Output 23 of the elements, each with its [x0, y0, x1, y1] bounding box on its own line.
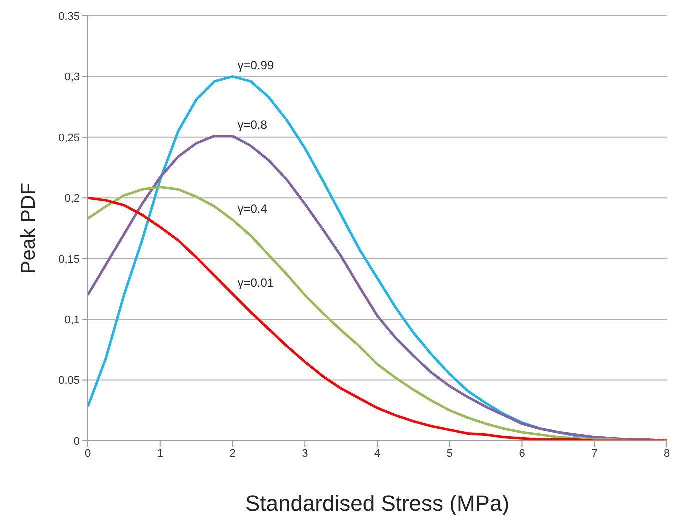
- x-tick-label: 3: [302, 448, 308, 460]
- y-axis-title: Peak PDF: [18, 182, 40, 274]
- x-tick-label: 6: [519, 448, 526, 460]
- y-tick-label: 0,15: [58, 254, 80, 266]
- y-tick-label: 0,2: [64, 193, 80, 206]
- x-tick-label: 2: [230, 448, 236, 460]
- x-tick-label: 8: [664, 448, 670, 460]
- y-tick-label: 0,25: [58, 132, 80, 144]
- y-tick-label: 0,1: [64, 314, 80, 326]
- y-tick-label: 0: [74, 436, 80, 448]
- series-label: γ=0.99: [238, 58, 274, 73]
- series-label: γ=0.01: [238, 276, 274, 290]
- x-tick-label: 0: [84, 448, 92, 460]
- series-label: γ=0.4: [238, 202, 268, 216]
- y-tick-label: 0,35: [58, 10, 80, 23]
- y-tick-label: 0,3: [64, 72, 80, 84]
- x-tick-label: 5: [446, 448, 453, 460]
- series-label: γ=0.8: [238, 118, 268, 132]
- x-axis-title: Standardised Stress (MPa): [245, 491, 510, 516]
- x-tick-label: 7: [592, 448, 598, 460]
- y-tick-label: 0,05: [58, 375, 80, 388]
- x-tick-label: 1: [157, 448, 164, 460]
- x-tick-label: 4: [374, 448, 381, 460]
